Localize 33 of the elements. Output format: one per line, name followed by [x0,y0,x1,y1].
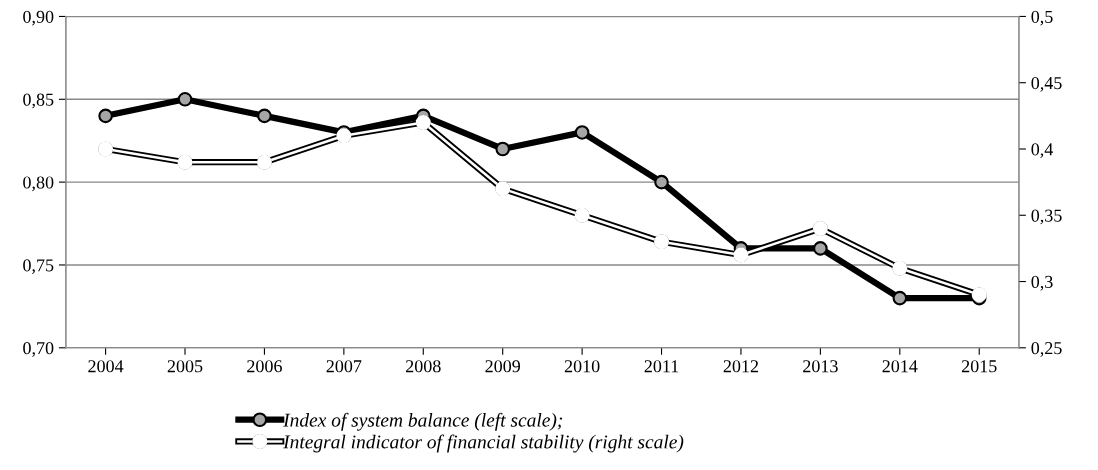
x-tick-label: 2010 [564,360,600,373]
x-tick-label: 2009 [485,360,521,373]
x-tick-label: 2011 [644,360,679,373]
point [257,108,272,124]
x-tick-label: 2014 [882,360,918,373]
point [813,241,828,256]
point [574,125,590,140]
y2-tick-label: 0,4 [1031,143,1054,159]
y-tick-label: 0,75 [23,259,54,274]
x-tick-label: 2012 [723,360,759,373]
y2-tick-label: 0,35 [1031,209,1062,225]
x-tick-label: 2005 [167,360,203,373]
y-tick-label: 0,80 [23,176,54,192]
x-tick-label: 2015 [961,360,997,373]
y-tick-label: 0,85 [23,93,54,109]
x-tick-label: 2006 [247,360,282,373]
y2-tick-label: 0,3 [1031,275,1053,291]
x-tick-label: 2007 [326,360,362,373]
point [98,108,113,124]
legend-label: Integral indicator of financial stability (right scale) [283,434,684,453]
y2-tick-label: 0,45 [1031,76,1062,92]
y-tick-label: 0,70 [23,342,54,357]
x-tick-label: 2004 [88,360,124,373]
x-tick-label: 2013 [803,360,838,373]
legend-label: Index of system balance (left scale); [283,412,563,431]
point [654,174,669,190]
point [892,290,908,306]
x-tick-label: 2008 [406,360,441,373]
point [177,92,193,107]
point [495,141,510,157]
y2-tick-label: 0,5 [1031,10,1053,26]
y2-tick-label: 0,25 [1031,342,1062,357]
y-tick-label: 0,90 [23,10,54,26]
